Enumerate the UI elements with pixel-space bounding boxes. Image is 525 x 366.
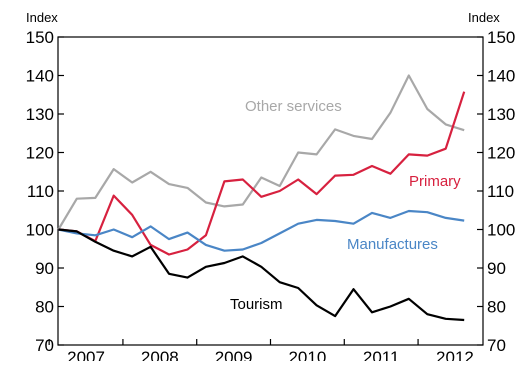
y-tick-label-right: 130: [487, 105, 515, 124]
y-axis-unit-right: Index: [468, 10, 500, 25]
y-tick-label-right: 100: [487, 221, 515, 240]
y-tick-label-right: 80: [487, 298, 506, 317]
y-tick-label-right: 90: [487, 259, 506, 278]
y-axis-unit-left: Index: [26, 10, 58, 25]
series-label: Manufactures: [347, 236, 438, 253]
series-lines: [57, 74, 466, 322]
y-tick-label-left: 110: [27, 182, 54, 201]
y-tick-label-left: 130: [26, 105, 54, 124]
y-tick-label-right: 150: [487, 28, 515, 47]
series-line: [57, 74, 465, 231]
y-tick-label-left: 80: [35, 298, 54, 317]
x-tick-label: 2008: [141, 348, 179, 361]
series-label: Primary: [409, 173, 461, 190]
y-tick-label-right: 120: [487, 144, 515, 163]
x-tick-label: 2012: [436, 348, 474, 361]
x-tick-label: 2009: [215, 348, 253, 361]
series-label: Other services: [245, 98, 342, 115]
y-tick-label-left: 120: [26, 144, 54, 163]
y-tick-label-left: 70: [35, 336, 54, 355]
series-line: [58, 228, 465, 322]
y-tick-label-right: 140: [487, 67, 515, 86]
x-tick-label: 2011: [363, 348, 400, 361]
y-tick-label-left: 90: [35, 259, 54, 278]
x-tick-label: 2007: [67, 348, 105, 361]
series-labels: Other services Primary Manufactures Tourism: [230, 98, 461, 313]
x-tick-label: 2010: [288, 348, 326, 361]
series-label: Tourism: [230, 296, 283, 313]
y-tick-label-right: 110: [487, 182, 514, 201]
y-tick-label-left: 100: [26, 221, 54, 240]
y-tick-label-left: 140: [26, 67, 54, 86]
series-line: [58, 209, 465, 252]
y-tick-label-left: 150: [26, 28, 54, 47]
y-tick-label-right: 70: [487, 336, 506, 355]
series-line: [58, 91, 466, 256]
